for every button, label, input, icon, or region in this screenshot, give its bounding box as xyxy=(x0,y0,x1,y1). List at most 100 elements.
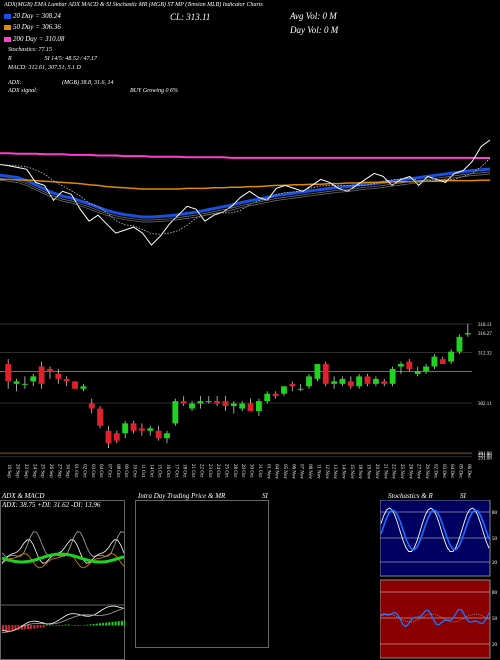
date-label-24: 23 Oct xyxy=(207,464,212,478)
candle-body xyxy=(339,378,346,384)
macd-bar-35 xyxy=(111,621,114,626)
candle-2 xyxy=(21,376,28,389)
candle-body xyxy=(172,401,179,424)
candle-41 xyxy=(347,376,354,389)
date-label-20: 17 Oct xyxy=(173,464,178,478)
candle-22 xyxy=(189,401,195,412)
macd-bar-5 xyxy=(17,625,20,630)
date-label-45: 21 Nov xyxy=(382,464,387,479)
macd-bar-7 xyxy=(23,625,26,630)
candle-14 xyxy=(122,420,129,439)
date-label-12: 07 Oct xyxy=(106,464,111,478)
stoch-k-line xyxy=(380,507,490,553)
candle-body xyxy=(414,371,421,374)
date-label-32: 04 Nov xyxy=(274,464,279,479)
date-label-34: 06 Nov xyxy=(290,464,295,479)
date-label-11: 04 Oct xyxy=(98,464,103,478)
macd-line-1 xyxy=(1,607,125,634)
candle-body xyxy=(105,430,112,444)
candle-31 xyxy=(264,391,271,404)
macd-bar-26 xyxy=(83,625,86,626)
candle-body xyxy=(63,378,70,382)
candle-46 xyxy=(389,366,396,387)
legend-ema50: 50 Day = 306.36 xyxy=(4,23,61,31)
date-label-15: 10 Oct xyxy=(132,464,137,478)
band-line-1 xyxy=(0,173,491,223)
macd-bar-9 xyxy=(30,625,33,629)
header-title: ADX(MGB) EMA Lumbar ADX MACD & SI Stocha… xyxy=(4,2,263,8)
date-label-7: 30 Sep xyxy=(65,464,70,478)
macd-bar-22 xyxy=(70,625,73,626)
candle-body xyxy=(30,376,37,382)
date-label-10: 03 Oct xyxy=(90,464,95,478)
candle-body xyxy=(122,423,129,434)
adx-value: (MGB) 38.8, 31.6, 14 xyxy=(62,80,114,86)
candle-15 xyxy=(130,420,137,434)
macd-bar-38 xyxy=(120,620,123,626)
ema200-swatch xyxy=(4,36,11,42)
ema50-swatch xyxy=(4,24,11,30)
macd-bar-39 xyxy=(124,620,125,626)
candle-body xyxy=(331,381,338,384)
ma-overlay-chart xyxy=(0,139,491,246)
date-label-44: 20 Nov xyxy=(374,464,379,479)
candle-body xyxy=(138,428,145,431)
macd-bar-0 xyxy=(2,625,4,632)
candle-body xyxy=(222,401,229,407)
macd-bar-20 xyxy=(64,624,67,626)
candle-17 xyxy=(147,425,154,436)
candle-51 xyxy=(431,354,438,369)
candle-47 xyxy=(398,361,404,374)
candle-body xyxy=(381,381,388,384)
macd-bar-24 xyxy=(77,625,80,626)
macd-bar-30 xyxy=(95,623,98,626)
candle-body xyxy=(464,333,471,335)
stoch-level-0: 80 xyxy=(492,511,498,516)
date-label-41: 15 Nov xyxy=(349,464,354,479)
stoch-reading: Stochastics: 77.15 xyxy=(8,47,52,53)
candle-28 xyxy=(239,401,246,412)
candle-body xyxy=(289,383,296,387)
candle-body xyxy=(431,356,438,367)
candle-20 xyxy=(172,398,179,426)
macd-bar-15 xyxy=(48,624,51,626)
candle-32 xyxy=(272,391,279,399)
candle-body xyxy=(281,386,287,394)
candle-35 xyxy=(297,383,304,392)
candle-body xyxy=(264,393,271,402)
date-label-23: 22 Oct xyxy=(198,464,203,478)
date-label-31: 01 Nov xyxy=(265,464,270,479)
candle-18 xyxy=(155,425,162,441)
candle-body xyxy=(364,376,371,384)
macd-line-0 xyxy=(1,605,125,632)
date-label-47: 25 Nov xyxy=(399,464,404,479)
intraday-panel xyxy=(135,500,269,648)
day-vol: Day Vol: 0 M xyxy=(290,25,339,35)
date-label-2: 23 Sep xyxy=(23,464,28,478)
si-level-1: 50 xyxy=(492,617,498,622)
stoch-level-1: 50 xyxy=(492,537,498,542)
candle-45 xyxy=(381,378,388,387)
candle-33 xyxy=(281,386,287,397)
date-label-4: 25 Sep xyxy=(40,464,45,478)
candle-body xyxy=(230,403,237,407)
candle-body xyxy=(347,381,354,387)
date-label-6: 27 Sep xyxy=(56,464,61,478)
si-line xyxy=(380,608,490,628)
date-label-48: 26 Nov xyxy=(407,464,412,479)
candle-29 xyxy=(247,398,254,412)
date-label-51: 02 Dec xyxy=(432,464,437,479)
candle-body xyxy=(38,366,45,384)
candle-26 xyxy=(222,396,229,412)
si-level-0: 80 xyxy=(492,591,498,596)
candle-53 xyxy=(448,349,455,365)
candle-body xyxy=(197,401,204,404)
series-line-3 xyxy=(0,139,491,246)
date-label-1: 20 Sep xyxy=(15,464,20,478)
candle-13 xyxy=(113,430,120,444)
price-axis-label-5: 291.66 xyxy=(478,454,492,459)
macd-bar-11 xyxy=(36,625,39,629)
date-label-21: 18 Oct xyxy=(182,464,187,478)
macd-bar-25 xyxy=(80,625,83,626)
candle-48 xyxy=(406,359,413,372)
